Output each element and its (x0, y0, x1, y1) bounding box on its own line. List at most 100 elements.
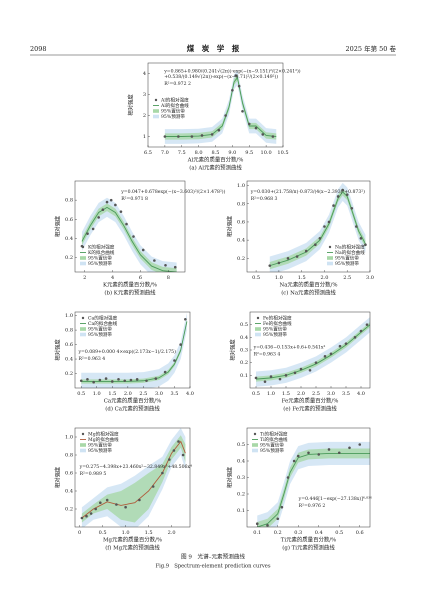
legend-swatch (153, 114, 159, 119)
data-point (168, 458, 171, 461)
confidence-band (269, 188, 366, 270)
x-tick-label: 0.2 (274, 530, 282, 536)
r-squared: R²=0.968 3 (251, 196, 278, 202)
r-squared: R²=0.963 4 (254, 351, 281, 357)
confidence-band (257, 448, 370, 527)
data-point (123, 379, 127, 383)
data-point (117, 378, 120, 381)
x-tick-label: 3.0 (327, 391, 335, 397)
equation: y=0.446[1−exp(−27.138x)]⁶·⁸³⁶ (298, 495, 372, 502)
r-squared: R²=0.971 8 (121, 196, 148, 202)
y-tick-label: 2 (143, 113, 146, 119)
data-point (161, 471, 164, 475)
legend-label: Mg的相对强度 (88, 431, 119, 438)
x-tick-label: 3.0 (155, 391, 163, 397)
data-point (210, 133, 214, 136)
legend-label: Ti的拟合曲线 (260, 436, 288, 443)
data-point (94, 507, 97, 511)
data-point (181, 453, 185, 457)
panel-caption: (d) Ca元素的预测曲线 (105, 405, 160, 413)
y-tick-label: 3 (143, 92, 146, 98)
panel-caption: (b) K元素的预测曲线 (104, 289, 156, 297)
legend-swatch (255, 327, 261, 331)
x-tick-label: 10.0 (261, 150, 272, 156)
legend-label: 95%置信带 (335, 255, 359, 262)
data-point (254, 126, 258, 130)
data-point (337, 451, 341, 455)
data-point (254, 376, 258, 380)
data-point (329, 352, 333, 356)
legend-label: Al的拟合曲线 (160, 102, 189, 109)
data-point (163, 370, 167, 374)
legend-marker (81, 432, 85, 436)
figure-caption-zh: 图 9 光谱–元素预测曲线 (181, 553, 245, 561)
y-tick-label: 4 (143, 71, 146, 77)
legend-marker (253, 432, 257, 436)
data-point (358, 443, 362, 446)
y-tick-label: 0.2 (237, 492, 245, 498)
y-tick-label: 0.6 (237, 219, 245, 225)
x-axis-label: Ca元素的质量百分数/% (104, 397, 161, 405)
legend-label: Ti的相对强度 (260, 431, 288, 438)
data-point (364, 243, 367, 246)
y-tick-label: 0.8 (65, 453, 73, 459)
x-tick-label: 2.0 (124, 391, 132, 397)
x-tick-label: 7.5 (178, 150, 186, 156)
data-point (97, 216, 100, 219)
legend-label: 95%置信带 (88, 255, 112, 262)
equation: y=0.047+0.678exp(−(x−3.603)²/(2×1.478²)) (120, 188, 225, 195)
data-point (173, 359, 176, 362)
data-point (307, 451, 310, 455)
panel: 0.1 0.2 0.3 0.4 0.5 0.60.10.20.30.40.5Ti元素的质量… (226, 427, 372, 552)
y-tick-label: 1.0 (237, 183, 245, 189)
data-point (86, 378, 89, 381)
data-point (234, 74, 238, 77)
prediction-band (269, 182, 366, 272)
data-point (138, 498, 141, 502)
data-point (224, 114, 227, 117)
x-tick-label: 4.0 (357, 391, 365, 397)
panel-caption: (c) Na元素的预测曲线 (281, 289, 336, 297)
y-axis-label: 相对强度 (127, 94, 135, 116)
axes-frame (74, 311, 191, 389)
data-point (115, 503, 118, 506)
y-tick-label: 0.4 (237, 238, 245, 244)
data-point (261, 133, 265, 136)
legend-label: 95%置信带 (88, 326, 112, 333)
y-tick-label: 0.6 (65, 342, 73, 348)
legend-label: 95%预测带 (88, 447, 112, 454)
legend-label: Ca的相对强度 (88, 315, 118, 322)
x-tick-label: 0.5 (252, 391, 260, 397)
x-tick-label: 2.5 (312, 391, 320, 397)
data-point (99, 501, 102, 505)
y-tick-label: 0.1 (240, 373, 248, 379)
x-tick-label: 8.5 (212, 150, 220, 156)
legend-marker (256, 316, 260, 320)
y-tick-label: 0.8 (237, 201, 245, 207)
panel-caption: (f) Mg元素的预测曲线 (105, 544, 160, 552)
x-tick-label: 10.5 (277, 150, 288, 156)
panel-caption: (e) Fe元素的预测曲线 (283, 405, 337, 413)
legend-label: 95%置信带 (161, 108, 185, 115)
x-tick-label: 4.0 (186, 391, 194, 397)
legend-label: Al的相对强度 (160, 97, 189, 104)
x-axis-label: Al元素的质量百分数/% (187, 156, 244, 164)
data-point (114, 203, 117, 207)
y-axis-label: 相对强度 (54, 215, 62, 237)
data-point (109, 198, 113, 202)
data-point (129, 378, 133, 382)
data-point (338, 344, 342, 348)
x-tick-label: 6 (139, 275, 142, 281)
data-point (353, 336, 357, 339)
data-point (85, 514, 88, 518)
data-point (308, 368, 312, 372)
panel: 6.5 7.0 7.5 8.0 8.5 9.0 9.5 10.0 10.5 1 2 3 4 Al元素的质量… (127, 62, 301, 172)
data-point (341, 188, 344, 192)
equation: +0.538/(0.149√(2π))·exp(−(x−9.71)²/(2×0.… (164, 73, 278, 80)
data-point (348, 446, 351, 450)
x-tick-label: 1.0 (122, 530, 130, 536)
data-point (359, 329, 363, 333)
x-tick-label: 6.5 (144, 150, 152, 156)
